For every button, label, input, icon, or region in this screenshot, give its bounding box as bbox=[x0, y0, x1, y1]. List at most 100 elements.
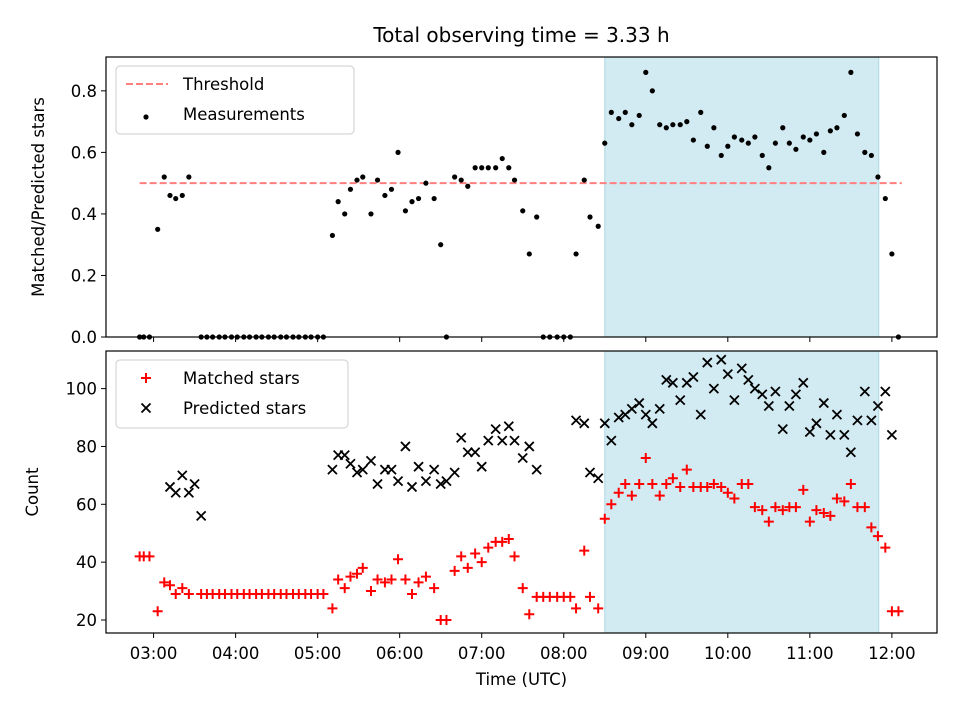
data-point bbox=[745, 140, 751, 146]
data-point bbox=[167, 192, 173, 199]
data-point bbox=[413, 461, 424, 472]
data-point bbox=[526, 251, 532, 257]
x-tick-label: 11:00 bbox=[786, 644, 834, 663]
data-point bbox=[342, 211, 348, 217]
data-point bbox=[400, 441, 411, 452]
data-point bbox=[698, 109, 704, 115]
data-point bbox=[831, 409, 843, 420]
data-point bbox=[743, 374, 754, 386]
data-point bbox=[186, 174, 192, 180]
data-point bbox=[183, 487, 194, 498]
shaded-region bbox=[604, 56, 880, 338]
data-point bbox=[629, 122, 635, 128]
data-point bbox=[524, 609, 535, 620]
data-point bbox=[357, 464, 368, 475]
data-point bbox=[872, 400, 884, 412]
data-point bbox=[372, 574, 383, 585]
data-point bbox=[670, 122, 676, 128]
data-point bbox=[763, 400, 774, 412]
data-point bbox=[587, 214, 593, 220]
data-point bbox=[392, 476, 404, 487]
data-point bbox=[386, 464, 397, 475]
y-tick-label: 0.6 bbox=[71, 143, 97, 162]
data-point bbox=[490, 423, 501, 435]
data-point bbox=[365, 455, 377, 467]
chart-title: Total observing time = 3.33 h bbox=[372, 23, 669, 47]
data-point bbox=[626, 403, 637, 414]
data-point bbox=[708, 479, 719, 490]
data-point bbox=[470, 447, 481, 458]
data-point bbox=[386, 574, 397, 585]
data-point bbox=[770, 386, 781, 397]
data-point bbox=[379, 577, 390, 588]
data-point bbox=[731, 134, 737, 140]
axes-frame bbox=[105, 56, 938, 338]
data-point bbox=[347, 186, 354, 192]
x-tick-label: 12:00 bbox=[868, 644, 916, 663]
data-point bbox=[839, 429, 850, 441]
data-point bbox=[509, 435, 520, 446]
data-point bbox=[725, 143, 731, 149]
data-point bbox=[654, 403, 665, 414]
data-point bbox=[402, 208, 409, 214]
data-point bbox=[593, 603, 604, 614]
data-point bbox=[318, 588, 329, 599]
data-point bbox=[179, 192, 185, 199]
data-point bbox=[866, 522, 877, 533]
data-point bbox=[420, 476, 432, 487]
data-point bbox=[790, 389, 802, 400]
data-point bbox=[511, 177, 518, 183]
data-point bbox=[351, 467, 363, 478]
data-point bbox=[800, 134, 806, 140]
legend-label: Predicted stars bbox=[183, 399, 306, 418]
data-point bbox=[173, 195, 179, 202]
data-point bbox=[759, 152, 765, 159]
data-point bbox=[606, 435, 617, 446]
data-point bbox=[152, 606, 163, 617]
data-point bbox=[599, 513, 610, 524]
data-point bbox=[811, 505, 822, 516]
data-point bbox=[456, 432, 467, 443]
data-point bbox=[661, 374, 672, 386]
data-point bbox=[886, 429, 898, 441]
data-point bbox=[159, 577, 170, 588]
data-point bbox=[345, 571, 356, 582]
data-point bbox=[647, 479, 658, 490]
data-point bbox=[784, 400, 795, 412]
data-point bbox=[841, 112, 847, 119]
data-point bbox=[357, 562, 368, 573]
data-point bbox=[722, 487, 733, 498]
data-point bbox=[859, 502, 870, 513]
data-point bbox=[845, 479, 856, 490]
data-point bbox=[677, 122, 683, 128]
data-point bbox=[868, 152, 874, 159]
data-point bbox=[813, 131, 820, 137]
data-point bbox=[161, 174, 167, 180]
data-point bbox=[327, 603, 338, 614]
data-point bbox=[743, 479, 754, 490]
data-point bbox=[859, 386, 870, 397]
data-point bbox=[763, 516, 774, 527]
data-point bbox=[465, 183, 471, 189]
data-point bbox=[681, 464, 692, 475]
data-point bbox=[804, 516, 815, 527]
data-point bbox=[695, 409, 706, 420]
data-point bbox=[327, 464, 338, 475]
data-point bbox=[661, 479, 672, 490]
data-point bbox=[684, 119, 690, 125]
data-point bbox=[531, 464, 542, 475]
y-tick-label: 60 bbox=[76, 495, 97, 514]
data-point bbox=[470, 548, 481, 559]
data-point bbox=[372, 478, 383, 490]
legend-label: Measurements bbox=[183, 105, 305, 124]
data-point bbox=[339, 583, 350, 594]
data-point bbox=[565, 591, 576, 602]
data-point bbox=[606, 499, 617, 510]
data-point bbox=[462, 447, 473, 458]
data-point bbox=[811, 418, 822, 429]
data-point bbox=[647, 418, 658, 429]
data-point bbox=[382, 192, 388, 199]
data-point bbox=[368, 211, 374, 217]
data-point bbox=[667, 473, 678, 484]
legend-label: Threshold bbox=[182, 75, 264, 94]
